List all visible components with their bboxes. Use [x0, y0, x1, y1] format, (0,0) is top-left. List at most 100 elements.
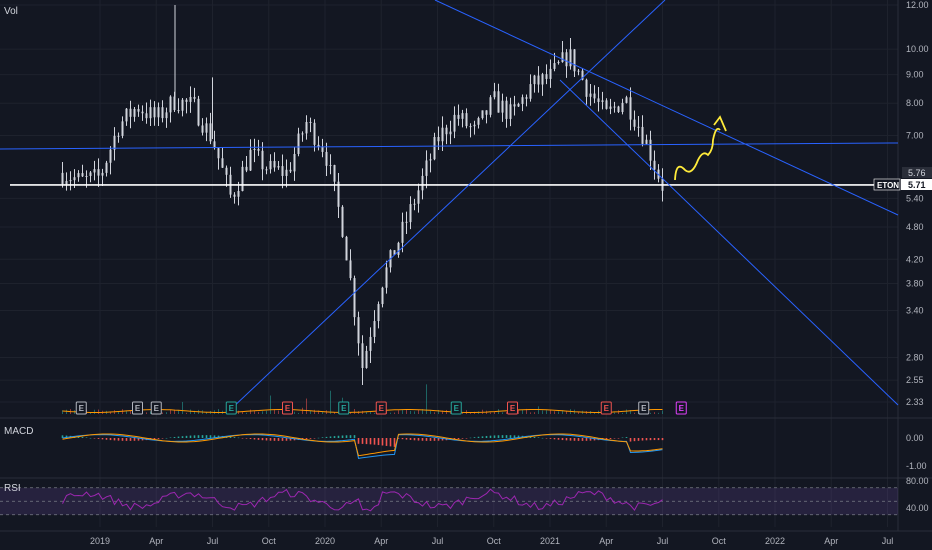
candle-body[interactable]	[297, 133, 300, 154]
candle-body[interactable]	[205, 123, 208, 133]
candle-body[interactable]	[625, 97, 628, 103]
candle-body[interactable]	[281, 166, 284, 176]
candle-body[interactable]	[565, 52, 568, 67]
candle-body[interactable]	[121, 121, 124, 136]
candle-body[interactable]	[429, 159, 432, 161]
earnings-marker[interactable]: E	[638, 401, 650, 415]
candle-body[interactable]	[497, 91, 500, 113]
candle-body[interactable]	[473, 124, 476, 127]
candle-body[interactable]	[249, 149, 252, 171]
candle-body[interactable]	[501, 100, 504, 113]
candle-body[interactable]	[329, 165, 332, 167]
candle-body[interactable]	[513, 104, 516, 107]
candle-body[interactable]	[325, 151, 328, 166]
earnings-marker[interactable]: E	[225, 401, 237, 415]
macd-indicator[interactable]	[61, 433, 664, 459]
candle-body[interactable]	[269, 160, 272, 170]
candle-body[interactable]	[233, 194, 236, 197]
candle-body[interactable]	[69, 180, 72, 182]
candle-body[interactable]	[257, 148, 260, 151]
candle-body[interactable]	[61, 172, 64, 185]
candle-body[interactable]	[393, 250, 396, 255]
candle-body[interactable]	[125, 108, 128, 122]
candle-body[interactable]	[505, 100, 508, 119]
drawing-tools[interactable]	[0, 0, 899, 411]
candle-body[interactable]	[569, 49, 572, 67]
candle-body[interactable]	[309, 121, 312, 123]
candle-body[interactable]	[549, 68, 552, 79]
candle-body[interactable]	[493, 91, 496, 98]
candle-body[interactable]	[489, 97, 492, 115]
candle-body[interactable]	[645, 139, 648, 144]
projection-arrowhead[interactable]	[713, 115, 727, 132]
candle-body[interactable]	[137, 108, 140, 112]
candle-body[interactable]	[465, 113, 468, 127]
candle-body[interactable]	[365, 350, 368, 368]
candle-body[interactable]	[485, 110, 488, 115]
candle-body[interactable]	[209, 123, 212, 142]
descending-trendline-lower[interactable]	[559, 79, 899, 406]
candle-body[interactable]	[573, 49, 576, 72]
candle-body[interactable]	[317, 144, 320, 147]
candle-body[interactable]	[537, 75, 540, 85]
candle-body[interactable]	[181, 99, 184, 111]
candle-body[interactable]	[177, 110, 180, 112]
candle-body[interactable]	[145, 113, 148, 119]
candle-body[interactable]	[117, 135, 120, 137]
candle-body[interactable]	[289, 169, 292, 172]
earnings-marker[interactable]: E	[600, 401, 612, 415]
candle-body[interactable]	[261, 150, 264, 170]
candle-body[interactable]	[477, 118, 480, 125]
candle-body[interactable]	[561, 52, 564, 63]
candle-body[interactable]	[545, 74, 548, 79]
descending-trendline-upper[interactable]	[434, 0, 899, 216]
candle-body[interactable]	[105, 162, 108, 173]
rsi-indicator[interactable]	[62, 488, 663, 512]
candle-body[interactable]	[221, 158, 224, 168]
candle-body[interactable]	[617, 106, 620, 112]
candle-body[interactable]	[653, 160, 656, 170]
candle-body[interactable]	[609, 106, 612, 109]
candle-body[interactable]	[469, 126, 472, 128]
earnings-marker[interactable]: E	[507, 401, 518, 415]
candle-body[interactable]	[441, 127, 444, 142]
candle-body[interactable]	[597, 98, 600, 102]
candle-body[interactable]	[405, 221, 408, 223]
candle-body[interactable]	[509, 104, 512, 119]
candle-body[interactable]	[241, 166, 244, 192]
last-price-label[interactable]: ETON 5.71	[873, 178, 932, 191]
candle-body[interactable]	[369, 336, 372, 351]
candle-body[interactable]	[189, 96, 192, 102]
candle-body[interactable]	[381, 287, 384, 305]
candle-body[interactable]	[373, 321, 376, 337]
candle-body[interactable]	[421, 175, 424, 191]
candle-body[interactable]	[529, 84, 532, 99]
earnings-marker[interactable]: E	[132, 401, 143, 415]
candle-body[interactable]	[273, 160, 276, 168]
candle-body[interactable]	[585, 79, 588, 97]
earnings-marker[interactable]: E	[450, 401, 462, 415]
candle-body[interactable]	[577, 70, 580, 72]
candle-body[interactable]	[245, 166, 248, 171]
candle-body[interactable]	[217, 148, 220, 159]
candle-body[interactable]	[533, 75, 536, 85]
candle-body[interactable]	[193, 96, 196, 99]
candle-body[interactable]	[149, 107, 152, 119]
candle-body[interactable]	[637, 126, 640, 128]
candle-body[interactable]	[85, 175, 88, 177]
candle-body[interactable]	[413, 203, 416, 205]
candle-body[interactable]	[521, 97, 524, 104]
candle-body[interactable]	[161, 107, 164, 119]
candle-body[interactable]	[237, 191, 240, 197]
candle-body[interactable]	[321, 146, 324, 152]
candle-body[interactable]	[445, 127, 448, 135]
candle-body[interactable]	[109, 149, 112, 163]
earnings-marker[interactable]: E	[150, 401, 162, 415]
candle-body[interactable]	[433, 136, 436, 160]
candle-body[interactable]	[141, 111, 144, 114]
candle-body[interactable]	[225, 167, 228, 175]
candle-body[interactable]	[77, 173, 80, 178]
candle-body[interactable]	[213, 141, 216, 149]
